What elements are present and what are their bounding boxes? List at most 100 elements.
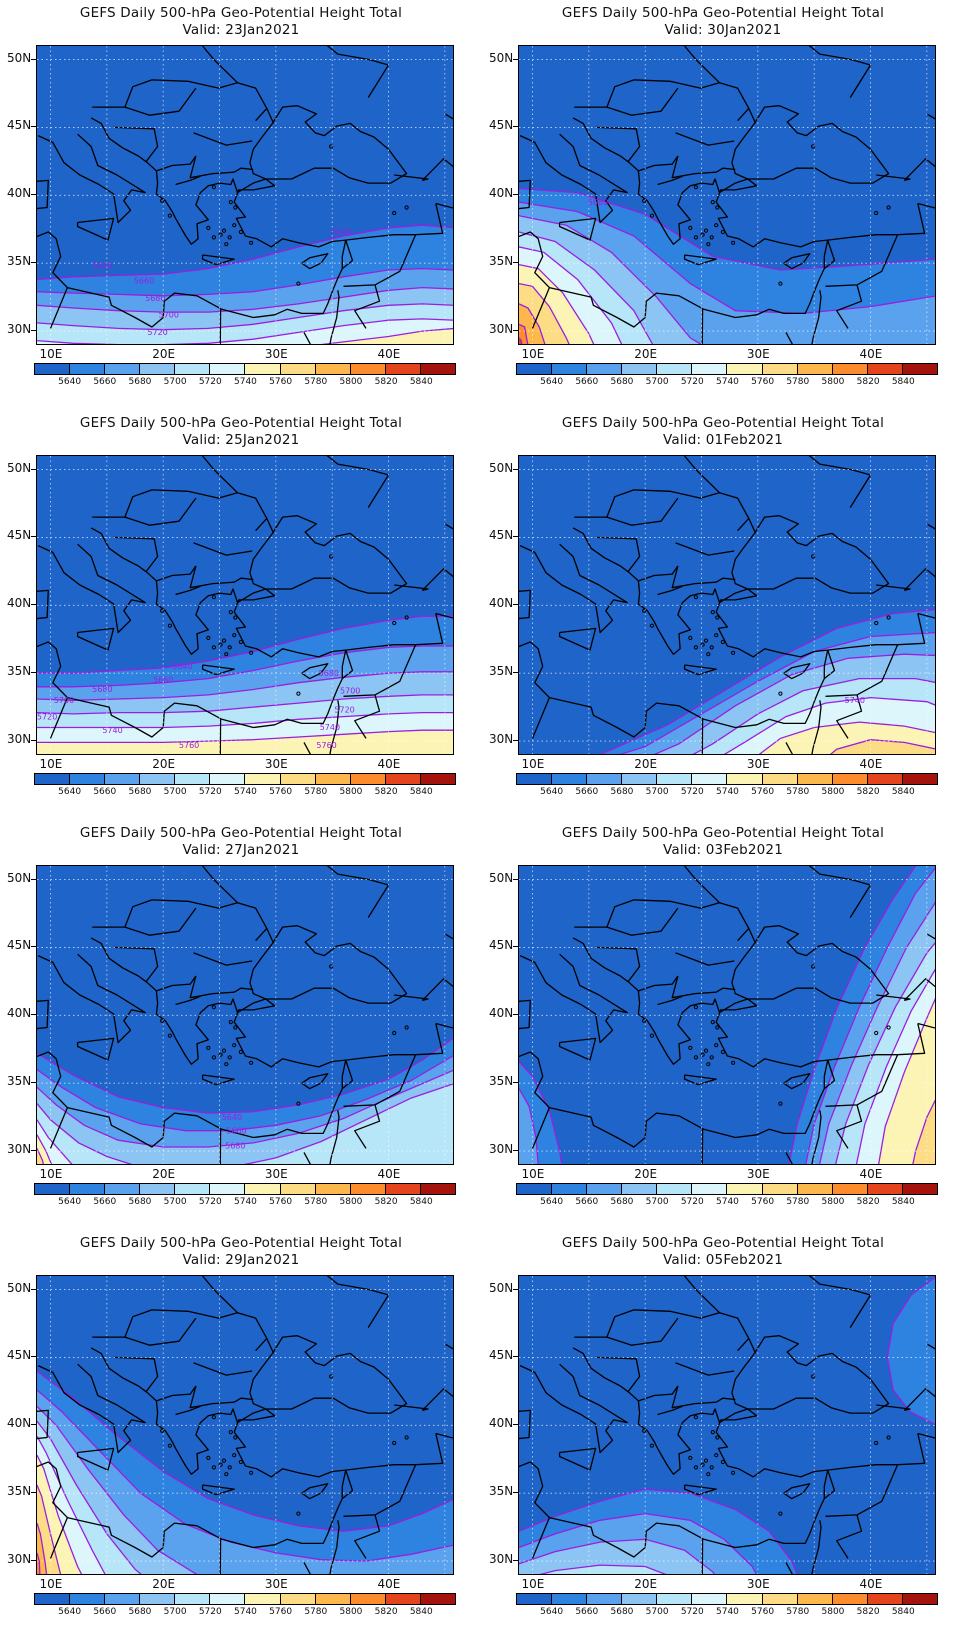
- colorbar-label: 5780: [786, 1197, 810, 1207]
- colorbar-label: 5700: [163, 1197, 187, 1207]
- map-frame[interactable]: [36, 1275, 454, 1575]
- colorbar-swatch: [280, 1184, 316, 1194]
- contour-label: 5720: [147, 328, 167, 337]
- coastlines: [519, 456, 935, 754]
- lon-label: 20E: [634, 757, 658, 771]
- map-canvas: 5640 5640 5660 5680 5700 5720: [37, 46, 453, 344]
- panel-title: GEFS Daily 500-hPa Geo-Potential Height …: [561, 1235, 885, 1251]
- colorbar-swatch: [657, 1594, 693, 1604]
- lat-label: 35N: [489, 1074, 514, 1089]
- colorbar-label: 5840: [891, 377, 915, 387]
- colorbar-label: 5680: [610, 377, 634, 387]
- colorbar-swatch: [245, 364, 281, 374]
- colorbar-swatch: [832, 1594, 868, 1604]
- contour-line: [519, 1512, 757, 1574]
- colorbar-label: 5760: [269, 1607, 293, 1617]
- colorbar-swatch: [797, 1594, 833, 1604]
- colorbar-swatch: [552, 364, 588, 374]
- contour-line: [519, 215, 702, 344]
- contour-line: [855, 968, 935, 1164]
- colorbar-label: 5800: [339, 787, 363, 797]
- contour-line: [539, 1564, 667, 1574]
- map-frame[interactable]: 5640 5640 5660 5680 5700 5720: [36, 45, 454, 345]
- panel-valid-date: Valid: 23Jan2021: [182, 22, 300, 38]
- lat-label: 45N: [489, 118, 514, 133]
- contour-line: [37, 267, 453, 297]
- map-frame[interactable]: 5640 5660 5680: [36, 865, 454, 1165]
- contour-label: 5700: [340, 687, 360, 696]
- colorbar-label: 5700: [645, 787, 669, 797]
- map-frame[interactable]: 5640 5660 5680 5680 5700 5700 5720 5720 5740 5740…: [36, 455, 454, 755]
- height-band: [519, 324, 528, 344]
- contour-label: 5640: [222, 1113, 242, 1122]
- colorbar-swatch: [867, 364, 903, 374]
- colorbar-swatch: [832, 364, 868, 374]
- colorbar-swatch: [35, 1184, 71, 1194]
- colorbar-label: 5660: [93, 787, 117, 797]
- map-canvas: 5680: [519, 46, 935, 344]
- colorbar-swatch: [315, 1184, 351, 1194]
- contour-line: [37, 694, 453, 715]
- colorbar-label: 5760: [751, 1607, 775, 1617]
- contour-line: [519, 246, 623, 344]
- colorbar-label: 5840: [409, 1607, 433, 1617]
- colorbar-label: 5740: [234, 1197, 257, 1207]
- colorbar-label: 5780: [786, 377, 810, 387]
- colorbar-label: 5800: [339, 1607, 363, 1617]
- colorbar-swatch: [622, 1184, 658, 1194]
- contour-label: 5680: [92, 685, 112, 694]
- colorbar-swatch: [70, 1184, 106, 1194]
- lon-label: 40E: [859, 1167, 883, 1181]
- lon-label: 30E: [264, 347, 288, 361]
- height-band: [831, 739, 935, 754]
- colorbar-label: 5740: [234, 1607, 257, 1617]
- graticule: [37, 456, 453, 754]
- colorbar: [516, 1183, 938, 1195]
- colorbar-swatch: [350, 364, 386, 374]
- lat-label: 50N: [7, 870, 32, 885]
- map-frame[interactable]: [518, 1275, 936, 1575]
- lat-label: 40N: [489, 1416, 514, 1431]
- colorbar-swatch: [315, 774, 351, 784]
- contour-line: [37, 1435, 106, 1574]
- colorbar: [34, 1183, 456, 1195]
- height-band: [37, 730, 453, 754]
- colorbar-label: 5740: [716, 377, 739, 387]
- panel-title: GEFS Daily 500-hPa Geo-Potential Height …: [561, 415, 885, 431]
- colorbar-label: 5780: [304, 377, 328, 387]
- contour-line: [878, 997, 935, 1164]
- colorbar-label: 5680: [128, 787, 152, 797]
- lat-label: 35N: [7, 664, 32, 679]
- map-frame[interactable]: [518, 865, 936, 1165]
- map-frame[interactable]: 5680: [518, 45, 936, 345]
- contour-line: [519, 231, 654, 344]
- colorbar-swatch: [517, 774, 553, 784]
- contour-line: [37, 1552, 41, 1574]
- lon-label: 20E: [634, 1577, 658, 1591]
- colorbar-swatch: [692, 364, 728, 374]
- lon-label: 30E: [264, 757, 288, 771]
- lon-label: 30E: [264, 1167, 288, 1181]
- map-frame[interactable]: 5740: [518, 455, 936, 755]
- colorbar-swatch: [140, 1184, 176, 1194]
- lon-label: 40E: [859, 757, 883, 771]
- lon-label: 40E: [859, 1577, 883, 1591]
- colorbar-swatch: [315, 1594, 351, 1604]
- colorbar-label: 5680: [128, 1607, 152, 1617]
- map-panel-1: GEFS Daily 500-hPa Geo-Potential Height …: [0, 0, 482, 410]
- lat-label: 45N: [7, 118, 32, 133]
- contour-label: 5700: [159, 311, 179, 320]
- colorbar-label: 5700: [645, 1607, 669, 1617]
- lat-label: 50N: [7, 1280, 32, 1295]
- graticule: [37, 46, 453, 344]
- colorbar: [516, 363, 938, 375]
- graticule: [519, 456, 935, 754]
- coastlines: [519, 866, 935, 1164]
- lat-label: 30N: [489, 1552, 514, 1567]
- map-panel-6: GEFS Daily 500-hPa Geo-Potential Height …: [482, 820, 964, 1230]
- colorbar-swatch: [105, 1184, 141, 1194]
- contour-line: [37, 671, 453, 701]
- contour-label: 5640: [172, 662, 192, 671]
- contour-line: [37, 1370, 453, 1532]
- contour-label: 5740: [102, 726, 122, 735]
